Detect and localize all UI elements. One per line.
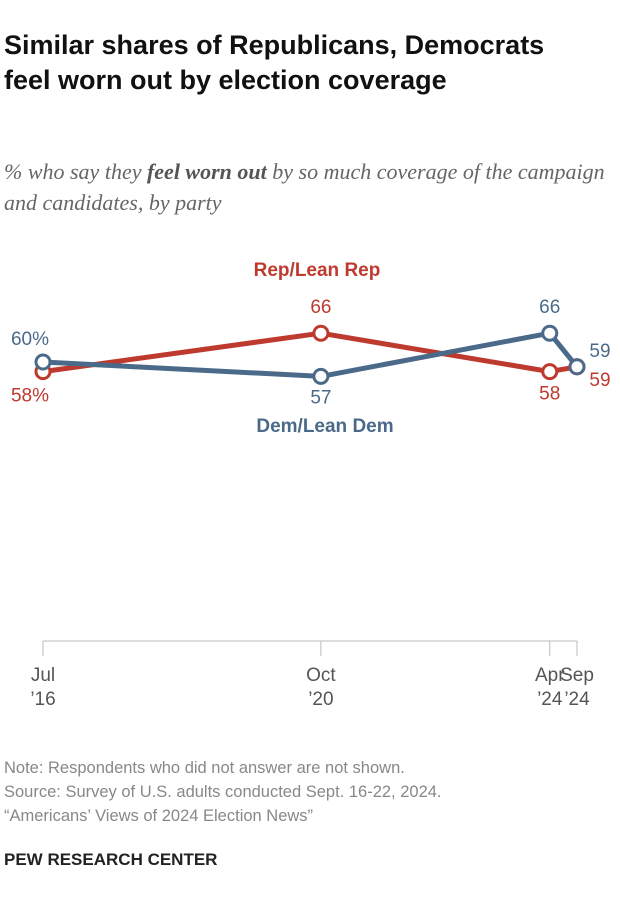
- series-line: [42, 330, 579, 379]
- point: [34, 353, 52, 371]
- series-label: Rep/Lean Rep: [254, 260, 381, 281]
- x-tick-label: Sep ’24: [560, 665, 594, 710]
- point: [568, 358, 586, 376]
- value-label: 57: [310, 387, 331, 408]
- subtitle-text: % who say they: [4, 159, 147, 184]
- value-label: 59: [589, 370, 610, 391]
- value-label: 66: [310, 297, 331, 318]
- x-tick-label: Oct ’20: [306, 665, 336, 710]
- title: Similar shares of Republicans, Democrats…: [4, 30, 545, 95]
- subtitle-text: by so much coverage of the campaign and …: [4, 159, 605, 215]
- x-tick-label: Apr ’24: [534, 665, 565, 710]
- x-tick-label: Jul ’16: [30, 665, 56, 710]
- series-label: Dem/Lean Dem: [256, 416, 393, 437]
- notes: Note: Respondents who did not answer are…: [4, 756, 442, 828]
- subtitle-emphasis: feel worn out: [146, 159, 267, 184]
- point: [312, 367, 330, 385]
- value-label: 58: [539, 384, 560, 405]
- subtitle: % who say they feel worn out by so much …: [4, 156, 614, 218]
- point: [541, 363, 559, 381]
- value-label: 58%: [11, 386, 49, 407]
- point: [541, 324, 559, 342]
- note: Note: Respondents who did not answer are…: [4, 759, 405, 777]
- report: “Americans’ Views of 2024 Election News”: [4, 807, 314, 825]
- value-label: 60%: [11, 329, 49, 350]
- value-label: 66: [539, 297, 560, 318]
- source: Source: Survey of U.S. adults conducted …: [4, 783, 442, 801]
- value-label: 59: [589, 341, 610, 362]
- point: [312, 324, 330, 342]
- brand: PEW RESEARCH CENTER: [4, 850, 218, 869]
